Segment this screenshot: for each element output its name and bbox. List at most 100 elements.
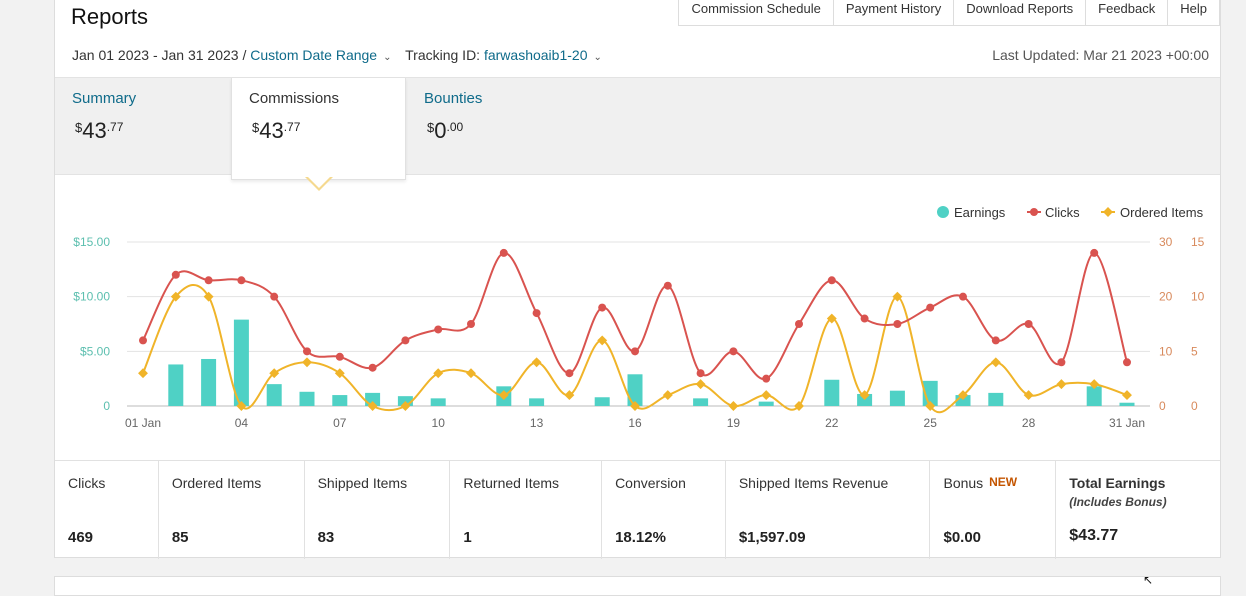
ordered-items-point (859, 390, 870, 401)
legend-clicks-marker (1030, 208, 1038, 216)
ordered-items-point (498, 390, 509, 401)
next-panel (54, 576, 1221, 596)
clicks-point (139, 336, 147, 345)
stat-label: Returned Items (463, 475, 560, 491)
ordered-items-point (433, 368, 444, 379)
tab-commissions-label: Commissions (249, 90, 340, 107)
clicks-point (663, 281, 672, 290)
ordered-items-point (334, 368, 345, 379)
x-axis-tick: 10 (432, 416, 446, 430)
clicks-point (729, 347, 738, 356)
stat-label: Shipped Items Revenue (738, 475, 889, 491)
chart-svg: $15.00 30 15 $10.00 20 10 $5.00 10 5 0 0 0 01 Jan 04 0… (73, 205, 1205, 430)
last-updated: Last Updated: Mar 21 2023 +00:00 (992, 47, 1209, 63)
stat-returned-items: Returned Items 1 (450, 461, 603, 559)
stat-shipped-revenue: Shipped Items Revenue $1,597.09 (726, 461, 931, 559)
left-axis-tick: $5.00 (80, 344, 110, 358)
stats-row: Clicks 469 Ordered Items 85 Shipped Item… (55, 460, 1220, 559)
stat-label: Shipped Items (317, 475, 408, 491)
clicks-point (926, 303, 935, 312)
date-separator: / (242, 47, 247, 63)
stat-conversion: Conversion 18.12% (602, 461, 726, 559)
stat-value: 85 (171, 529, 189, 546)
chevron-down-icon[interactable]: ⌄ (593, 52, 602, 63)
earnings-bar (824, 379, 840, 406)
help-link[interactable]: Help (1167, 0, 1220, 26)
ordered-items-point (203, 291, 214, 302)
custom-date-range-dropdown[interactable]: Custom Date Range (250, 47, 378, 63)
ordered-items-point (302, 357, 312, 368)
clicks-line (142, 251, 1128, 380)
ordered-items-point (466, 368, 476, 379)
commission-schedule-link[interactable]: Commission Schedule (678, 0, 834, 26)
tab-summary[interactable]: Summary $43.77 (72, 78, 222, 176)
clicks-point (565, 369, 574, 378)
tab-commissions[interactable]: Commissions $43.77 (231, 78, 406, 180)
earnings-bar (299, 391, 315, 406)
clicks-point (1024, 320, 1033, 328)
right-axis-tick-items: 15 (1191, 235, 1205, 249)
ordered-items-point (531, 357, 542, 368)
feedback-link[interactable]: Feedback (1085, 0, 1169, 26)
earnings-bar (955, 395, 971, 406)
stat-value: $0.00 (943, 529, 982, 546)
earnings-bar (430, 398, 446, 406)
clicks-point (270, 292, 279, 301)
tab-bounties[interactable]: Bounties $0.00 (424, 78, 574, 176)
left-axis-tick: $10.00 (73, 290, 110, 304)
stat-value: 83 (317, 529, 335, 546)
x-axis-tick: 16 (628, 416, 642, 430)
tab-commissions-value: $43.77 (252, 118, 301, 143)
earnings-bar (758, 401, 774, 406)
stat-label: Total Earnings (1069, 475, 1166, 491)
ordered-items-point (269, 368, 280, 379)
clicks-point (860, 314, 869, 323)
legend-ordered-marker (1103, 207, 1113, 217)
mouse-cursor-icon: ↖ (1143, 573, 1154, 587)
earnings-chart: $15.00 30 15 $10.00 20 10 $5.00 10 5 0 0 0 01 Jan 04 0… (55, 176, 1222, 460)
x-axis-tick: 22 (825, 416, 839, 430)
right-axis-tick-clicks: 20 (1159, 290, 1173, 304)
x-axis-tick: 28 (1022, 416, 1036, 430)
earnings-bar (233, 319, 249, 406)
ordered-items-point (892, 291, 903, 302)
ordered-items-point (1023, 390, 1034, 401)
ordered-items-point (597, 335, 608, 346)
new-badge: NEW (989, 475, 1018, 489)
clicks-point (303, 347, 311, 356)
stat-ordered-items: Ordered Items 85 (159, 461, 305, 559)
clicks-point (696, 369, 705, 378)
clicks-point (893, 320, 902, 328)
page-title: Reports (71, 4, 149, 29)
payment-history-link[interactable]: Payment History (832, 0, 955, 26)
chevron-down-icon[interactable]: ⌄ (383, 52, 392, 63)
x-axis-tick: 04 (235, 416, 249, 430)
ordered-items-point (728, 401, 739, 411)
stat-value: 1 (463, 529, 472, 546)
earnings-bar (627, 374, 643, 406)
tracking-id-dropdown[interactable]: farwashoaib1-20 (483, 47, 588, 63)
stat-value: $43.77 (1069, 527, 1119, 544)
ordered-items-point (925, 401, 936, 411)
right-axis-tick-clicks: 0 (1159, 399, 1166, 413)
clicks-point (795, 320, 803, 328)
earnings-bar (1086, 386, 1102, 406)
stat-shipped-items: Shipped Items 83 (305, 461, 451, 559)
clicks-point (171, 270, 180, 279)
x-axis-tick: 01 Jan (125, 416, 161, 430)
ordered-items-point (695, 379, 706, 390)
right-axis-tick-clicks: 10 (1159, 344, 1173, 358)
ordered-items-point (170, 291, 181, 302)
ordered-items-point (761, 390, 772, 401)
summary-tabs: Summary $43.77 Commissions $43.77 Bounti… (55, 77, 1220, 180)
earnings-bar (988, 392, 1004, 406)
ordered-items-point (794, 401, 804, 411)
right-axis-tick-items: 10 (1191, 290, 1205, 304)
tab-pointer (305, 176, 333, 191)
download-reports-link[interactable]: Download Reports (953, 0, 1087, 26)
clicks-point (1090, 248, 1099, 257)
legend-clicks-label: Clicks (1045, 205, 1080, 220)
clicks-point (335, 352, 344, 361)
earnings-bar (594, 397, 610, 406)
stat-sublabel: (Includes Bonus) (1069, 495, 1167, 509)
